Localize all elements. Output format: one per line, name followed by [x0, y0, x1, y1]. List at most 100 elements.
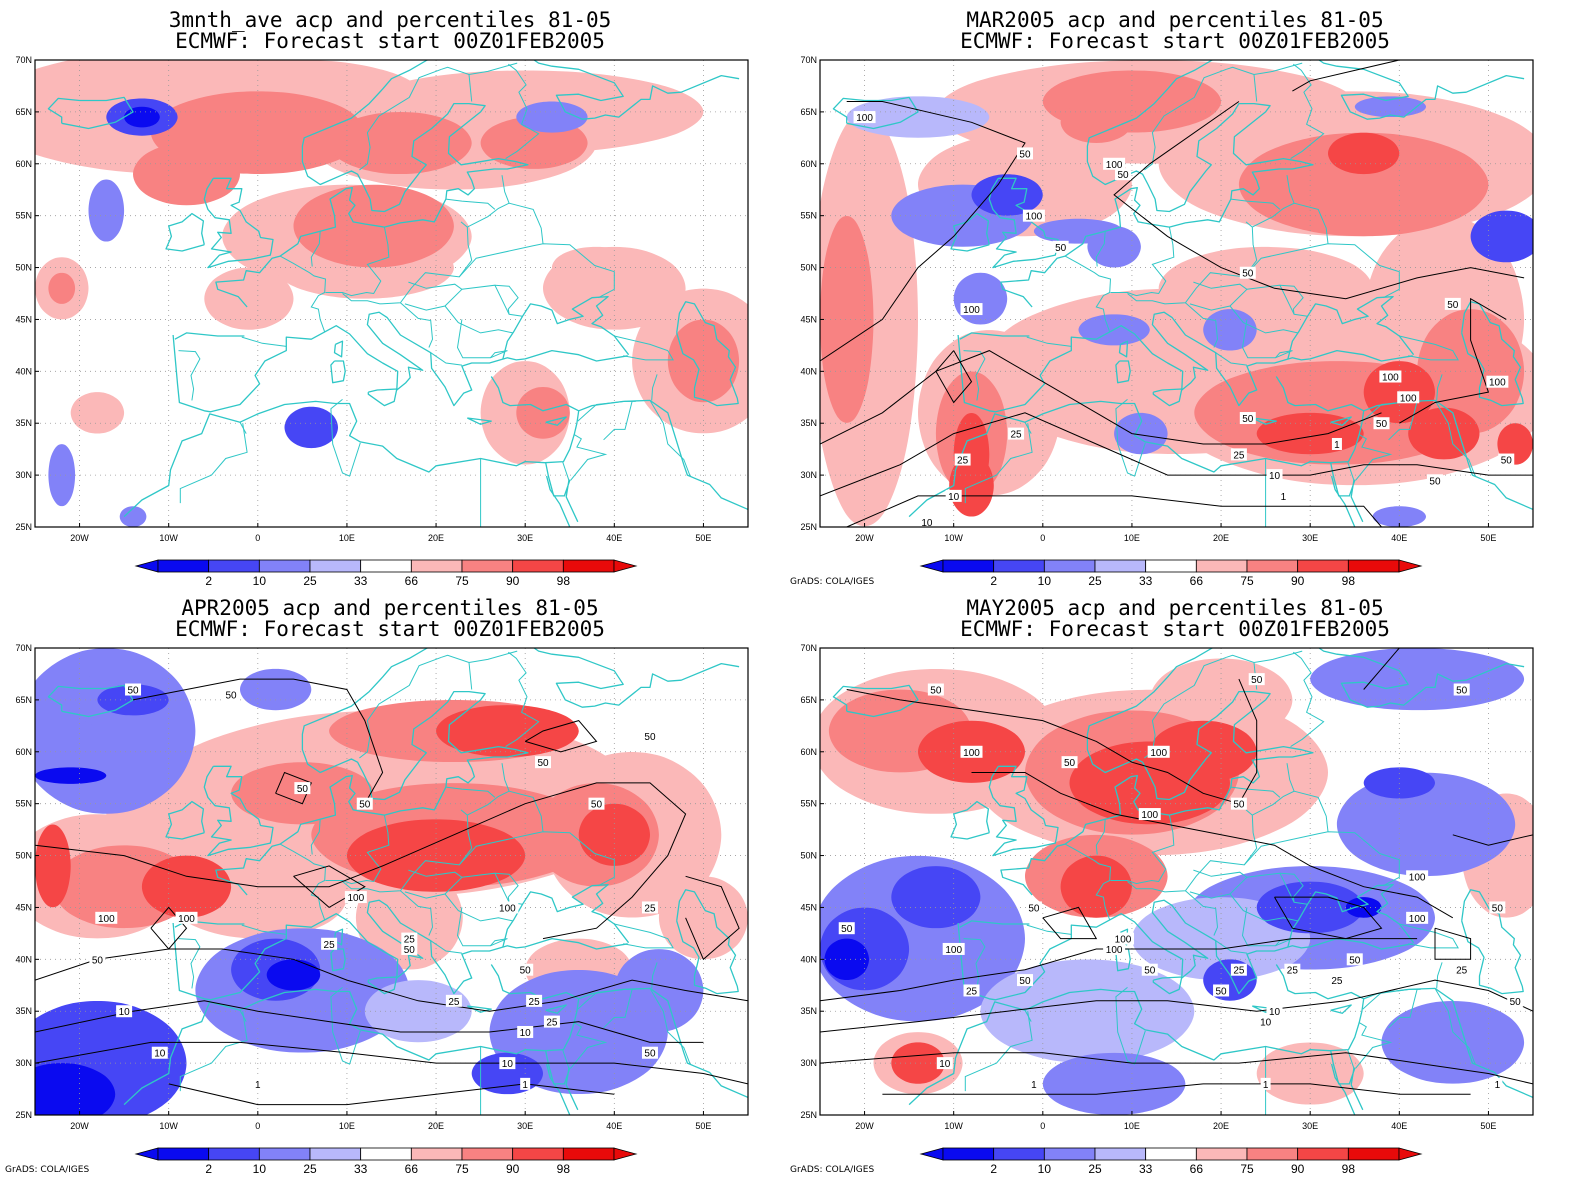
contour-label: 100 — [945, 945, 962, 956]
country-border — [1355, 434, 1393, 481]
colorbar-label: 66 — [405, 574, 419, 588]
contour-label: 10 — [1260, 1018, 1272, 1029]
coastline — [676, 889, 739, 995]
shading-region — [48, 272, 76, 304]
country-border — [1399, 335, 1459, 361]
lat-tick-label: 70N — [15, 643, 32, 653]
country-border — [1355, 1022, 1393, 1069]
contour-label: 50 — [1492, 903, 1504, 914]
colorbar-label: 10 — [253, 574, 267, 588]
contour-label: 50 — [1251, 675, 1263, 686]
contour-label-bg — [853, 111, 876, 124]
map-frame — [34, 647, 749, 1116]
colorbar-arrow-low — [134, 1147, 159, 1161]
country-border — [1064, 255, 1112, 333]
contour-label-bg — [1260, 1077, 1271, 1090]
shading-region — [48, 444, 76, 507]
panel-title-line2: ECMWF: Forecast start 00Z01FEB2005 — [175, 29, 605, 53]
coastline — [1118, 340, 1129, 358]
lon-tick-label: 10W — [944, 1121, 963, 1131]
contour-label: 100 — [1409, 872, 1426, 883]
shading-region — [70, 392, 125, 434]
country-border — [964, 423, 1033, 504]
lon-tick-label: 40E — [606, 533, 622, 543]
colorbar-swatch — [1043, 559, 1096, 573]
colorbar-label: 2 — [990, 574, 997, 588]
lat-tick-label: 60N — [800, 747, 817, 757]
shading-region — [1087, 226, 1141, 268]
country-border — [330, 987, 361, 1065]
shading-region — [266, 959, 321, 991]
contour-label: 100 — [1489, 378, 1506, 389]
contour-label-bg — [1453, 963, 1470, 976]
contour-label: 10 — [948, 492, 960, 503]
colorbar-swatch — [993, 559, 1045, 573]
contour-label-bg — [1331, 437, 1342, 450]
contour-label-bg — [1498, 453, 1515, 466]
borders — [963, 62, 1476, 527]
contour-label-bg — [445, 994, 462, 1007]
colorbar-swatch — [258, 1147, 311, 1161]
lat-tick-label: 70N — [15, 55, 32, 65]
lat-tick-label: 35N — [15, 418, 32, 428]
lat-tick-label: 35N — [15, 1006, 32, 1016]
coastline — [467, 417, 492, 425]
contour-label: 10 — [1269, 1007, 1281, 1018]
colorbar-swatch — [562, 559, 615, 573]
country-border — [494, 284, 519, 315]
contour-label-bg — [1052, 240, 1069, 253]
lon-tick-label: 40E — [606, 1121, 622, 1131]
contour-label: 1 — [1031, 1080, 1037, 1091]
country-border — [1279, 872, 1304, 903]
panel-title-line2: ECMWF: Forecast start 00Z01FEB2005 — [960, 617, 1390, 641]
contour-label-bg — [401, 932, 418, 945]
country-border — [577, 400, 636, 422]
country-border — [1293, 202, 1329, 244]
contour-label-bg — [1016, 147, 1033, 160]
colorbar-label: 10 — [253, 1162, 267, 1176]
lon-tick-label: 30E — [517, 1121, 533, 1131]
coastline — [832, 684, 919, 718]
contour-label-bg — [954, 453, 971, 466]
coastline — [545, 1004, 567, 1014]
coastline — [1152, 976, 1183, 995]
colorbar-swatch — [157, 559, 210, 573]
coastline — [988, 765, 1059, 857]
lat-tick-label: 65N — [800, 107, 817, 117]
coastline — [47, 684, 134, 718]
contour-label: 50 — [644, 1049, 656, 1060]
panel-apr: APR2005 acp and percentiles 81-05 ECMWF:… — [0, 588, 780, 1196]
colorbar-label: 90 — [1291, 574, 1305, 588]
coastline — [1330, 462, 1364, 523]
contour-label-bg — [927, 683, 944, 696]
plot-area: 1001001005050505050100100100100505050252… — [820, 60, 1533, 527]
shading-region — [846, 96, 990, 138]
country-border — [456, 907, 508, 947]
contour-line — [820, 101, 1026, 362]
country-border — [603, 401, 633, 441]
coastline — [47, 96, 134, 130]
contour-label: 100 — [1382, 373, 1399, 384]
country-border — [279, 255, 327, 333]
lon-tick-label: 30E — [1302, 533, 1318, 543]
colorbar-label: 75 — [1240, 574, 1254, 588]
contour-label: 1 — [255, 1080, 261, 1091]
lat-tick-label: 60N — [15, 159, 32, 169]
lat-tick-label: 40N — [15, 366, 32, 376]
colorbar-label: 33 — [1139, 1162, 1153, 1176]
country-border — [1243, 831, 1400, 887]
country-border — [1026, 336, 1072, 347]
panel-title-line1: 3mnth_ave acp and percentiles 81-05 — [168, 8, 612, 32]
colorbar-swatch — [461, 1147, 514, 1161]
contour-label-bg — [401, 942, 418, 955]
lon-tick-label: 10E — [1124, 533, 1140, 543]
coastline — [950, 212, 990, 252]
contour-line — [132, 678, 384, 804]
contour-label-bg — [1230, 963, 1247, 976]
country-border — [1115, 399, 1146, 477]
contour-label-bg — [1444, 297, 1461, 310]
contour-label: 25 — [448, 997, 460, 1008]
colorbar-label: 25 — [303, 574, 317, 588]
contour-line — [1399, 297, 1507, 424]
